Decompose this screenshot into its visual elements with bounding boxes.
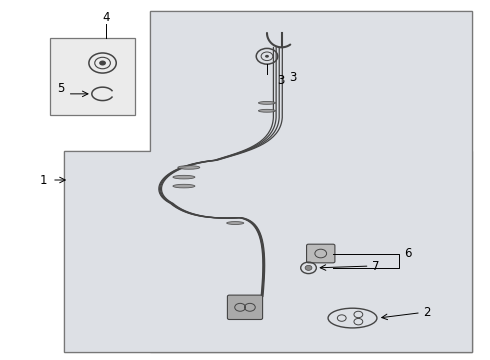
Ellipse shape: [173, 175, 195, 179]
Text: 6: 6: [404, 247, 411, 260]
Ellipse shape: [227, 222, 244, 225]
Bar: [155, 155, 467, 348]
Ellipse shape: [178, 166, 200, 169]
Text: 7: 7: [372, 260, 380, 273]
Text: 4: 4: [102, 11, 109, 24]
Bar: [49, 39, 135, 116]
Text: 3: 3: [289, 71, 296, 84]
Polygon shape: [64, 12, 472, 352]
FancyBboxPatch shape: [227, 295, 263, 319]
Circle shape: [305, 265, 312, 270]
Circle shape: [99, 60, 106, 66]
Bar: [155, 15, 467, 155]
Text: 1: 1: [40, 174, 47, 186]
Bar: [64, 151, 472, 352]
Text: 3: 3: [277, 74, 284, 87]
FancyBboxPatch shape: [307, 244, 335, 263]
Text: 5: 5: [57, 82, 64, 95]
Ellipse shape: [173, 184, 195, 188]
Ellipse shape: [258, 102, 275, 104]
Ellipse shape: [258, 109, 275, 112]
Bar: [150, 12, 472, 352]
Text: 2: 2: [423, 306, 431, 319]
Circle shape: [265, 55, 269, 58]
